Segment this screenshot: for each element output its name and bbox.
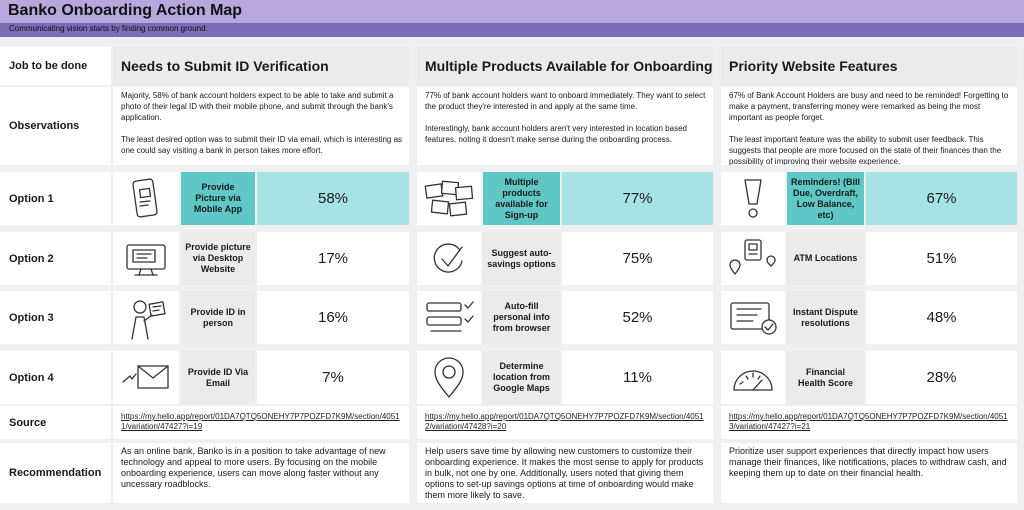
source-link[interactable]: https://my.helio.app/report/01DA7QTQ5ONE… (113, 406, 409, 439)
option-percent: 7% (257, 351, 409, 404)
job-column-2: Multiple Products Available for Onboardi… (417, 47, 713, 85)
person-holding-id-icon (124, 295, 168, 341)
option-percent: 11% (562, 351, 713, 404)
job-column-1: Needs to Submit ID Verification (113, 47, 409, 85)
observation-text: 77% of bank account holders want to onbo… (425, 91, 706, 111)
option-label: Instant Dispute resolutions (787, 291, 864, 344)
observation-text: The least important feature was the abil… (729, 135, 1002, 165)
stacked-cards-icon (422, 177, 476, 221)
document-check-icon (725, 297, 781, 339)
recommendation-column-2: Help users save time by allowing new cus… (417, 443, 713, 503)
option-percent: 16% (257, 291, 409, 344)
observation-text: Majority, 58% of bank account holders ex… (121, 91, 394, 122)
option-label: Provide ID in person (181, 291, 255, 344)
option-percent: 48% (866, 291, 1017, 344)
option-percent: 67% (866, 172, 1017, 225)
option-icon-cell (113, 172, 179, 225)
phone-photo-icon (126, 177, 166, 221)
gauge-icon (728, 360, 778, 396)
recommendation-column-3: Prioritize user support experiences that… (721, 443, 1017, 503)
option-icon-cell (113, 291, 179, 344)
option-icon-cell (417, 291, 481, 344)
job-column-3: Priority Website Features (721, 47, 1017, 85)
check-circle-icon (429, 239, 469, 279)
row-label-job: Job to be done (0, 47, 111, 85)
option-icon-cell (113, 351, 179, 404)
option-percent: 58% (257, 172, 409, 225)
option-icon-cell (721, 172, 785, 225)
source-link[interactable]: https://my.helio.app/report/01DA7QTQ5ONE… (417, 406, 713, 439)
option-icon-cell (417, 351, 481, 404)
option-label: Financial Health Score (787, 351, 864, 404)
option-label: Provide Picture via Mobile App (181, 172, 255, 225)
observation-text: 67% of Bank Account Holders are busy and… (729, 91, 1009, 122)
subtitle-bar: Communicating vision starts by finding c… (0, 23, 1024, 37)
observations-column-1: Majority, 58% of bank account holders ex… (113, 87, 409, 165)
row-label-observations: Observations (0, 87, 111, 165)
option-icon-cell (721, 351, 785, 404)
row-label-recommendation: Recommendation (0, 443, 111, 503)
option-label: Provide picture via Desktop Website (181, 232, 255, 285)
envelope-icon (120, 360, 172, 396)
option-percent: 51% (866, 232, 1017, 285)
exclamation-icon (736, 176, 770, 222)
observations-column-2: 77% of bank account holders want to onbo… (417, 87, 713, 165)
option-percent: 77% (562, 172, 713, 225)
option-percent: 75% (562, 232, 713, 285)
row-label-source: Source (0, 406, 111, 439)
option-icon-cell (113, 232, 179, 285)
option-label: Auto-fill personal info from browser (483, 291, 560, 344)
observations-column-3: 67% of Bank Account Holders are busy and… (721, 87, 1017, 165)
option-label: Suggest auto-savings options (483, 232, 560, 285)
option-label: Multiple products available for Sign-up (483, 172, 560, 225)
observation-text: Interestingly, bank account holders aren… (425, 124, 687, 144)
page-subtitle: Communicating vision starts by finding c… (9, 24, 208, 33)
option-icon-cell (417, 232, 481, 285)
row-label-option-3: Option 3 (0, 291, 111, 344)
source-link[interactable]: https://my.helio.app/report/01DA7QTQ5ONE… (721, 406, 1017, 439)
option-label: Reminders! (Bill Due, Overdraft, Low Bal… (787, 172, 864, 225)
option-percent: 17% (257, 232, 409, 285)
option-label: ATM Locations (787, 232, 864, 285)
row-label-option-1: Option 1 (0, 172, 111, 225)
recommendation-column-1: As an online bank, Banko is in a positio… (113, 443, 409, 503)
option-icon-cell (417, 172, 481, 225)
option-icon-cell (721, 291, 785, 344)
row-label-option-4: Option 4 (0, 351, 111, 404)
desktop-monitor-icon (123, 239, 169, 279)
option-percent: 52% (562, 291, 713, 344)
page-title: Banko Onboarding Action Map (8, 2, 243, 19)
option-label: Provide ID Via Email (181, 351, 255, 404)
title-bar: Banko Onboarding Action Map (0, 0, 1024, 23)
map-pin-icon (429, 355, 469, 401)
observation-text: The least desired option was to submit t… (121, 135, 403, 155)
option-icon-cell (721, 232, 785, 285)
option-label: Determine location from Google Maps (483, 351, 560, 404)
option-percent: 28% (866, 351, 1017, 404)
row-label-option-2: Option 2 (0, 232, 111, 285)
form-fields-icon (421, 297, 477, 339)
atm-location-icon (725, 236, 781, 282)
